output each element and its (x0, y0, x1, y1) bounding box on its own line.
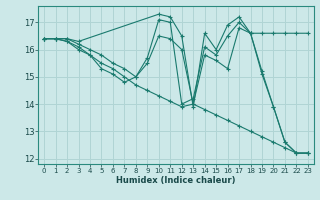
X-axis label: Humidex (Indice chaleur): Humidex (Indice chaleur) (116, 176, 236, 185)
